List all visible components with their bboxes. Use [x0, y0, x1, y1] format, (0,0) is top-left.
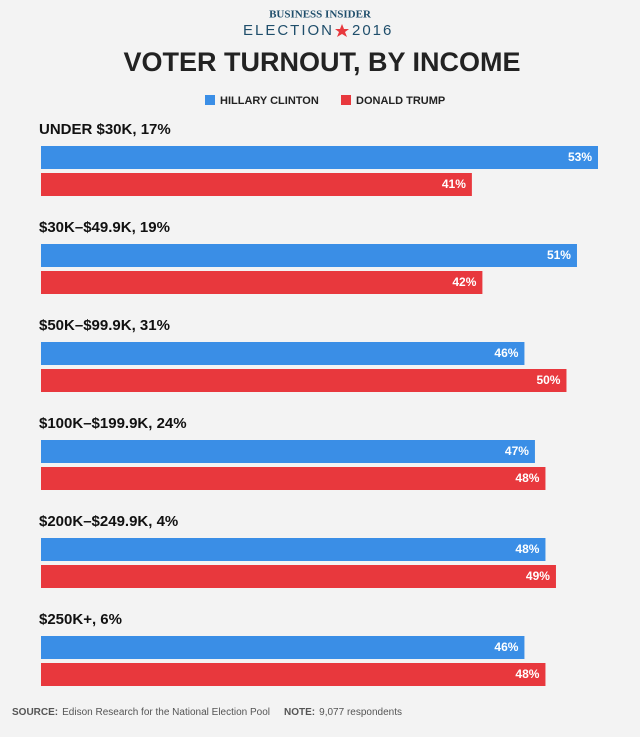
value-label: 42% — [452, 275, 476, 289]
bar — [41, 636, 525, 659]
year: 2016 — [352, 22, 393, 39]
bar — [41, 146, 598, 169]
bar — [41, 565, 556, 588]
brand: BUSINESS INSIDER — [269, 9, 372, 21]
bar — [41, 538, 546, 561]
value-label: 47% — [505, 444, 529, 458]
value-label: 53% — [568, 150, 592, 164]
bar — [41, 271, 483, 294]
bar — [41, 244, 577, 267]
bar — [41, 467, 546, 490]
category-label: $100K–$199.9K, 24% — [39, 415, 187, 432]
category-label: $50K–$99.9K, 31% — [39, 317, 170, 334]
legend-swatch — [205, 95, 215, 105]
bar — [41, 663, 546, 686]
value-label: 41% — [442, 177, 466, 191]
value-label: 48% — [515, 667, 539, 681]
value-label: 48% — [515, 542, 539, 556]
category-label: UNDER $30K, 17% — [39, 121, 171, 138]
value-label: 46% — [494, 640, 518, 654]
source: Edison Research for the National Electio… — [62, 707, 270, 718]
category-label: $30K–$49.9K, 19% — [39, 219, 170, 236]
value-label: 51% — [547, 248, 571, 262]
star-icon — [335, 24, 349, 37]
bar — [41, 369, 567, 392]
value-label: 49% — [526, 569, 550, 583]
source-label: SOURCE: — [12, 707, 58, 718]
legend-label: DONALD TRUMP — [356, 95, 445, 107]
note: 9,077 respondents — [319, 707, 402, 718]
note-label: NOTE: — [284, 707, 315, 718]
legend-label: HILLARY CLINTON — [220, 95, 319, 107]
chart-title: VOTER TURNOUT, BY INCOME — [123, 47, 520, 77]
category-label: $200K–$249.9K, 4% — [39, 513, 178, 530]
bar — [41, 440, 535, 463]
election: ELECTION — [243, 22, 334, 39]
value-label: 48% — [515, 471, 539, 485]
footer: SOURCE: Edison Research for the National … — [12, 707, 402, 718]
bar — [41, 173, 472, 196]
category-label: $250K+, 6% — [39, 611, 122, 628]
bar — [41, 342, 525, 365]
value-label: 50% — [536, 373, 560, 387]
value-label: 46% — [494, 346, 518, 360]
legend-swatch — [341, 95, 351, 105]
